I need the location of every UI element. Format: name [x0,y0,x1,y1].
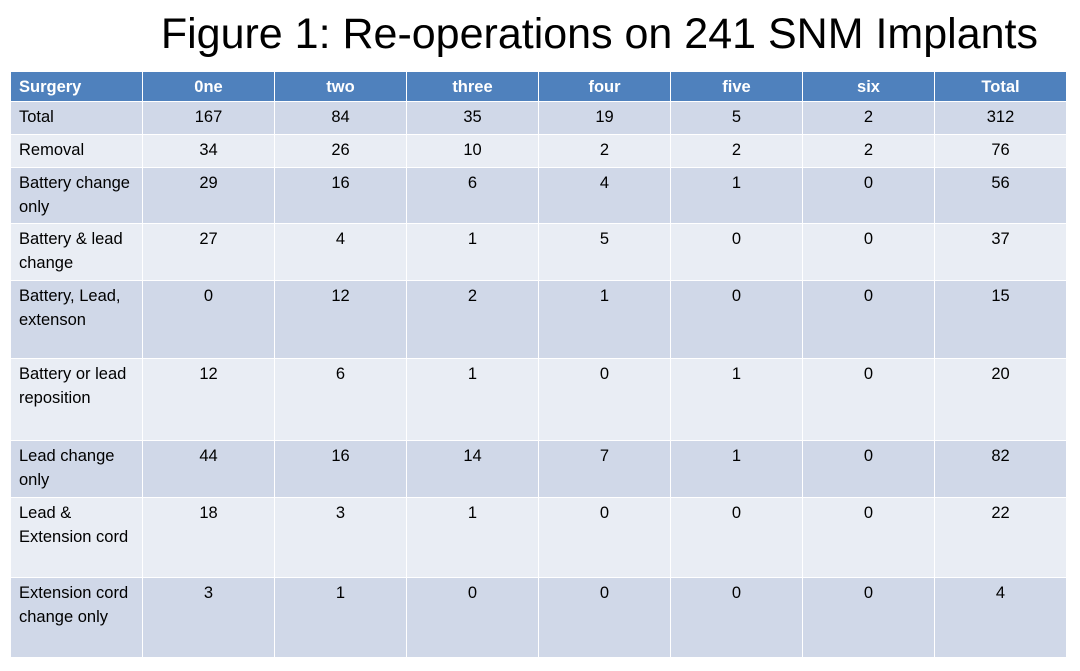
table-row: Battery or lead reposition 12 6 1 0 1 0 … [10,358,1067,441]
table-cell: 2 [802,134,935,168]
table-cell: 0 [670,497,803,578]
table-cell: 312 [934,101,1067,135]
table-cell: 6 [406,167,539,224]
table-row: Total 167 84 35 19 5 2 312 [10,101,1067,135]
table-row: Lead change only 44 16 14 7 1 0 82 [10,440,1067,498]
column-header-six: six [802,71,935,102]
column-header-four: four [538,71,671,102]
table-cell: 56 [934,167,1067,224]
table-cell: 35 [406,101,539,135]
row-label: Battery, Lead, extenson [10,280,143,359]
table-row: Extension cord change only 3 1 0 0 0 0 4 [10,577,1067,658]
table-cell: 0 [802,167,935,224]
table-cell: 44 [142,440,275,498]
column-header-total: Total [934,71,1067,102]
table-cell: 0 [670,280,803,359]
header-row: Surgery 0ne two three four five six Tota… [10,71,1067,102]
table-row: Lead & Extension cord 18 3 1 0 0 0 22 [10,497,1067,578]
table-cell: 1 [406,223,539,281]
row-label: Lead change only [10,440,143,498]
table-cell: 3 [274,497,407,578]
table-cell: 19 [538,101,671,135]
table-cell: 29 [142,167,275,224]
row-label: Battery or lead reposition [10,358,143,441]
table-cell: 0 [670,223,803,281]
table-cell: 26 [274,134,407,168]
table-row: Removal 34 26 10 2 2 2 76 [10,134,1067,168]
row-label: Battery change only [10,167,143,224]
table-cell: 16 [274,167,407,224]
table-cell: 0 [142,280,275,359]
column-header-three: three [406,71,539,102]
table-cell: 1 [274,577,407,658]
table-row: Battery & lead change 27 4 1 5 0 0 37 [10,223,1067,281]
table-cell: 22 [934,497,1067,578]
table-cell: 12 [274,280,407,359]
table-cell: 14 [406,440,539,498]
table-cell: 10 [406,134,539,168]
table-cell: 4 [934,577,1067,658]
table-cell: 0 [802,440,935,498]
table-cell: 1 [670,167,803,224]
table-cell: 1 [538,280,671,359]
column-header-one: 0ne [142,71,275,102]
table-cell: 18 [142,497,275,578]
table-cell: 167 [142,101,275,135]
table-cell: 1 [406,497,539,578]
table-cell: 0 [802,280,935,359]
table-cell: 7 [538,440,671,498]
table-cell: 0 [802,358,935,441]
table-cell: 37 [934,223,1067,281]
reoperations-table: Surgery 0ne two three four five six Tota… [10,71,1067,658]
table-cell: 3 [142,577,275,658]
column-header-two: two [274,71,407,102]
table-cell: 2 [670,134,803,168]
row-label: Lead & Extension cord [10,497,143,578]
table-cell: 2 [538,134,671,168]
table-cell: 2 [406,280,539,359]
table-cell: 1 [670,358,803,441]
row-label: Battery & lead change [10,223,143,281]
column-header-five: five [670,71,803,102]
table-cell: 12 [142,358,275,441]
row-label: Extension cord change only [10,577,143,658]
table-row: Battery change only 29 16 6 4 1 0 56 [10,167,1067,224]
table-cell: 0 [538,497,671,578]
table-cell: 0 [802,497,935,578]
table-cell: 0 [670,577,803,658]
table-cell: 27 [142,223,275,281]
row-label: Total [10,101,143,135]
row-label: Removal [10,134,143,168]
table-cell: 0 [802,577,935,658]
table-cell: 4 [538,167,671,224]
table-cell: 82 [934,440,1067,498]
table-cell: 16 [274,440,407,498]
table-cell: 4 [274,223,407,281]
table-cell: 5 [670,101,803,135]
reoperations-table-container: Surgery 0ne two three four five six Tota… [10,71,1067,658]
table-cell: 15 [934,280,1067,359]
table-cell: 1 [406,358,539,441]
table-cell: 0 [802,223,935,281]
table-cell: 2 [802,101,935,135]
table-cell: 20 [934,358,1067,441]
table-cell: 6 [274,358,407,441]
figure-title: Figure 1: Re-operations on 241 SNM Impla… [160,10,1038,58]
table-cell: 0 [538,358,671,441]
table-cell: 5 [538,223,671,281]
table-cell: 0 [538,577,671,658]
table-cell: 1 [670,440,803,498]
table-cell: 76 [934,134,1067,168]
column-header-surgery: Surgery [10,71,143,102]
table-cell: 84 [274,101,407,135]
table-cell: 0 [406,577,539,658]
table-cell: 34 [142,134,275,168]
table-row: Battery, Lead, extenson 0 12 2 1 0 0 15 [10,280,1067,359]
